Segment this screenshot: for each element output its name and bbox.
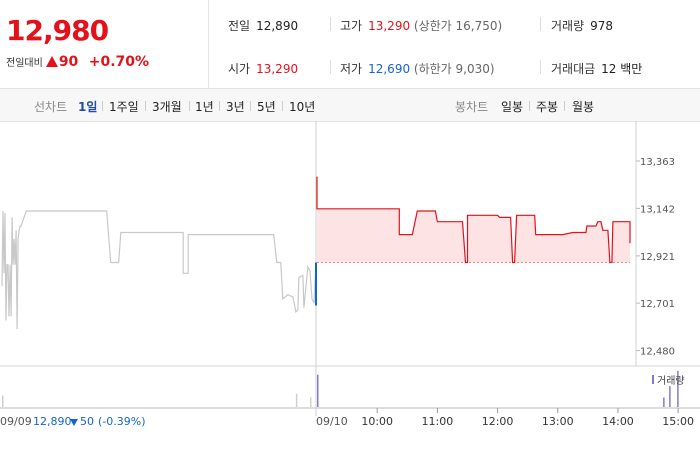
y-tick-label: 12,921 (640, 252, 675, 263)
current-price: 12,980 (6, 14, 109, 47)
y-tick-label: 13,363 (640, 157, 675, 168)
divider (540, 60, 541, 74)
amount-cell: 거래대금 12 백만 (551, 60, 642, 77)
volume-bar (669, 386, 671, 407)
candle-tab-weekly[interactable]: 주봉 (536, 100, 559, 114)
volume-label: 거래량 (551, 19, 585, 33)
x-tick-label: 10:00 (361, 415, 393, 428)
down-triangle-icon (70, 419, 78, 426)
range-tab-1w[interactable]: 1주일 (109, 100, 139, 114)
divider (189, 101, 190, 111)
x-tick-label: 14:00 (602, 415, 634, 428)
high-label: 고가 (340, 19, 363, 33)
volume-legend-swatch (652, 375, 654, 384)
high-cell: 고가 13,290 (상한가 16,750) (340, 17, 502, 34)
high-value: 13,290 (368, 19, 411, 33)
chart-toolbar: 선차트 1일 1주일 3개월 1년 3년 5년 10년 봉차트 일봉 주봉 월봉 (0, 89, 700, 122)
range-tab-10y[interactable]: 10년 (289, 100, 316, 114)
candle-chart-label: 봉차트 (455, 100, 489, 114)
y-tick-label: 12,701 (640, 299, 675, 310)
divider (330, 17, 331, 31)
divider (330, 60, 331, 74)
open-value: 13,290 (256, 62, 299, 76)
candle-tab-monthly[interactable]: 월봉 (572, 100, 595, 114)
y-tick-label: 12,480 (640, 347, 675, 358)
volume-bar (317, 374, 319, 407)
volume-bar (663, 397, 665, 407)
x-tick-label: 11:00 (422, 415, 454, 428)
prev-day-close: 12,890 (33, 415, 72, 428)
today-price-line (316, 176, 631, 264)
prev-close-cell: 전일 12,890 (228, 17, 298, 34)
range-tab-3y[interactable]: 3년 (226, 100, 245, 114)
divider (250, 101, 251, 111)
above-baseline-fill (317, 176, 630, 263)
divider (219, 101, 220, 111)
change-label: 전일대비 (6, 58, 43, 69)
volume-cell: 거래량 978 (551, 17, 613, 34)
divider (564, 101, 565, 111)
low-value: 12,690 (368, 62, 411, 76)
prev-day-change: 50 (80, 415, 94, 428)
change-rate: +0.70% (88, 54, 150, 70)
low-cell: 저가 12,690 (하한가 9,030) (340, 60, 495, 77)
open-cell: 시가 13,290 (228, 60, 298, 77)
lower-limit: (하한가 9,030) (413, 62, 495, 76)
divider (145, 101, 146, 111)
x-tick-label: 13:00 (542, 415, 574, 428)
divider (102, 101, 103, 111)
volume-bar (677, 370, 679, 407)
upper-limit: (상한가 16,750) (413, 19, 503, 33)
line-chart-label: 선차트 (34, 100, 68, 114)
y-tick-label: 13,142 (640, 204, 675, 215)
range-tab-5y[interactable]: 5년 (257, 100, 276, 114)
prev-day-label: 09/09 (0, 415, 32, 428)
change-row: 전일대비 90 +0.70% (6, 54, 149, 70)
volume-bar (2, 395, 4, 407)
prev-day-rate: (-0.39%) (98, 415, 146, 428)
x-tick-label: 12:00 (482, 415, 514, 428)
open-label: 시가 (228, 62, 251, 76)
prev-day-line (1, 210, 317, 330)
x-tick-label: 15:00 (662, 415, 694, 428)
range-tab-1d[interactable]: 1일 (78, 100, 98, 114)
range-tab-3m[interactable]: 3개월 (152, 100, 182, 114)
volume-value: 978 (590, 19, 614, 33)
divider (540, 17, 541, 31)
current-price-box: 12,980 전일대비 90 +0.70% (0, 0, 209, 88)
change-value: 90 (58, 54, 79, 70)
range-tab-1y[interactable]: 1년 (195, 100, 214, 114)
prev-close-label: 전일 (228, 19, 251, 33)
low-label: 저가 (340, 62, 363, 76)
divider (529, 101, 530, 111)
price-summary: 12,980 전일대비 90 +0.70% 전일 12,890 고가 13,290 (… (0, 0, 700, 89)
amount-value: 12 백만 (601, 62, 643, 76)
up-triangle-icon (45, 56, 58, 67)
volume-bar (309, 397, 312, 407)
volume-legend: 거래량 (657, 375, 685, 387)
prev-close-value: 12,890 (256, 19, 299, 33)
today-label: 09/10 (316, 415, 348, 428)
price-chart: 13,363 13,142 12,921 12,701 12,480 10:00 11:00… (0, 121, 700, 428)
volume-bar (295, 393, 298, 407)
divider (282, 101, 283, 111)
amount-label: 거래대금 (551, 62, 596, 76)
candle-tab-daily[interactable]: 일봉 (501, 100, 524, 114)
